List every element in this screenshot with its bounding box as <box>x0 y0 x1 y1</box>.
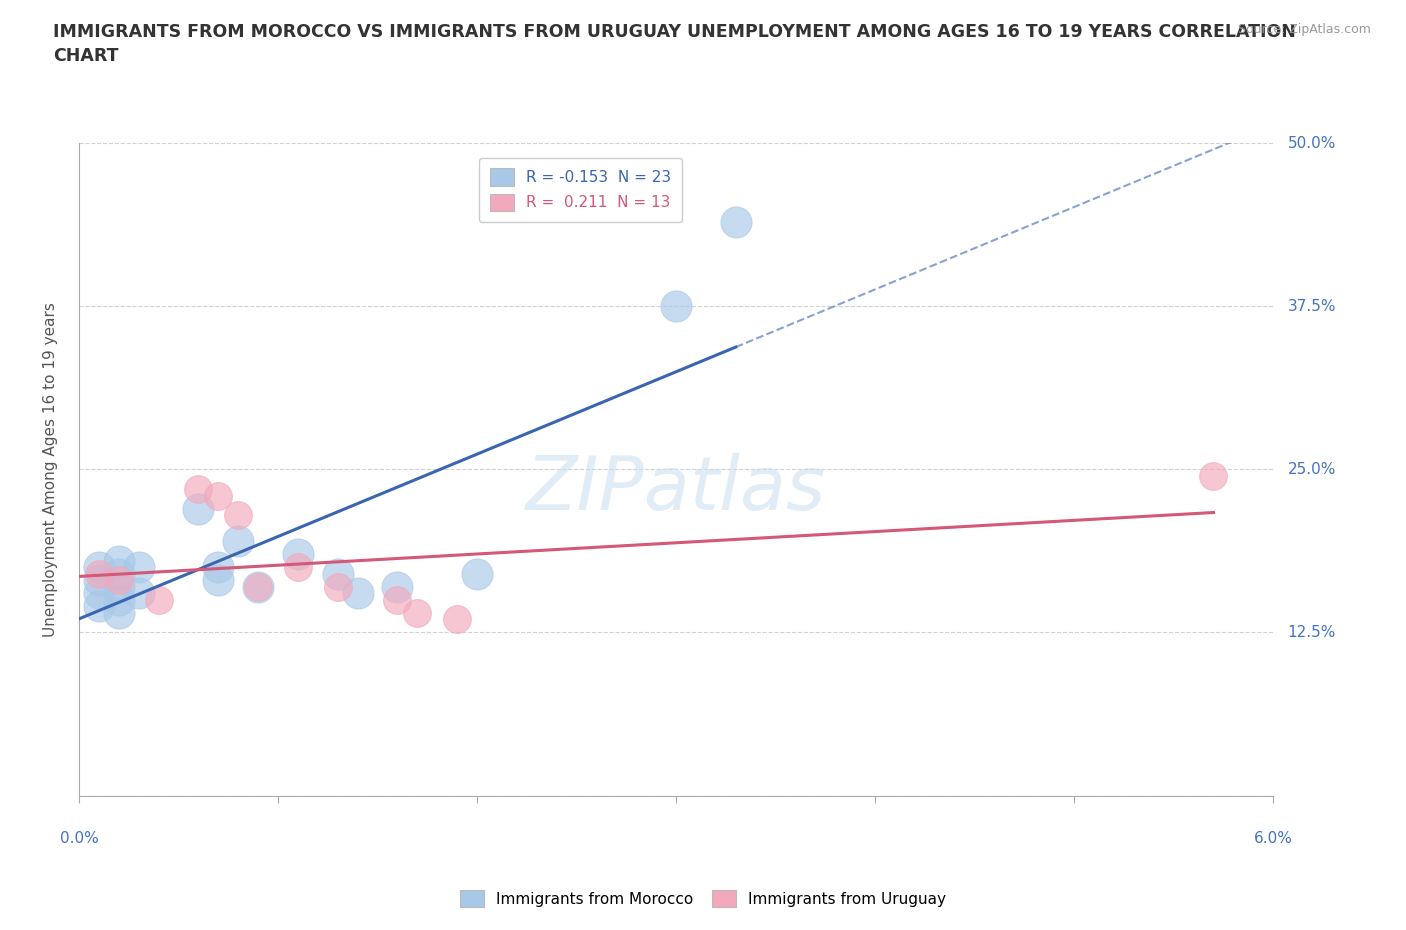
Point <box>326 579 349 594</box>
Point <box>406 605 429 620</box>
Y-axis label: Unemployment Among Ages 16 to 19 years: Unemployment Among Ages 16 to 19 years <box>44 302 58 637</box>
Point <box>665 299 688 313</box>
Point <box>87 566 110 581</box>
Text: 25.0%: 25.0% <box>1288 462 1336 477</box>
Point <box>287 547 309 562</box>
Text: 50.0%: 50.0% <box>1288 136 1336 151</box>
Point <box>107 579 129 594</box>
Point <box>187 501 209 516</box>
Point <box>1202 469 1225 484</box>
Point <box>107 592 129 607</box>
Legend: R = -0.153  N = 23, R =  0.211  N = 13: R = -0.153 N = 23, R = 0.211 N = 13 <box>479 157 682 222</box>
Point <box>226 534 249 549</box>
Point <box>724 214 747 229</box>
Point <box>87 573 110 588</box>
Point <box>207 488 229 503</box>
Point <box>226 508 249 523</box>
Point <box>207 560 229 575</box>
Text: Source: ZipAtlas.com: Source: ZipAtlas.com <box>1237 23 1371 36</box>
Point <box>87 599 110 614</box>
Point <box>107 553 129 568</box>
Point <box>207 573 229 588</box>
Point <box>387 579 409 594</box>
Point <box>128 560 150 575</box>
Text: ZIPatlas: ZIPatlas <box>526 453 827 525</box>
Point <box>187 482 209 497</box>
Point <box>107 566 129 581</box>
Point <box>346 586 368 601</box>
Text: 12.5%: 12.5% <box>1288 625 1336 640</box>
Point <box>107 605 129 620</box>
Point <box>247 579 270 594</box>
Point <box>446 612 468 627</box>
Text: 0.0%: 0.0% <box>59 831 98 846</box>
Point <box>247 579 270 594</box>
Point <box>326 566 349 581</box>
Point <box>87 586 110 601</box>
Point <box>465 566 488 581</box>
Point <box>387 592 409 607</box>
Point <box>148 592 170 607</box>
Point <box>107 573 129 588</box>
Text: IMMIGRANTS FROM MOROCCO VS IMMIGRANTS FROM URUGUAY UNEMPLOYMENT AMONG AGES 16 TO: IMMIGRANTS FROM MOROCCO VS IMMIGRANTS FR… <box>53 23 1296 65</box>
Text: 6.0%: 6.0% <box>1254 831 1292 846</box>
Point <box>287 560 309 575</box>
Legend: Immigrants from Morocco, Immigrants from Uruguay: Immigrants from Morocco, Immigrants from… <box>451 882 955 915</box>
Text: 37.5%: 37.5% <box>1288 299 1336 314</box>
Point <box>87 560 110 575</box>
Point <box>128 586 150 601</box>
